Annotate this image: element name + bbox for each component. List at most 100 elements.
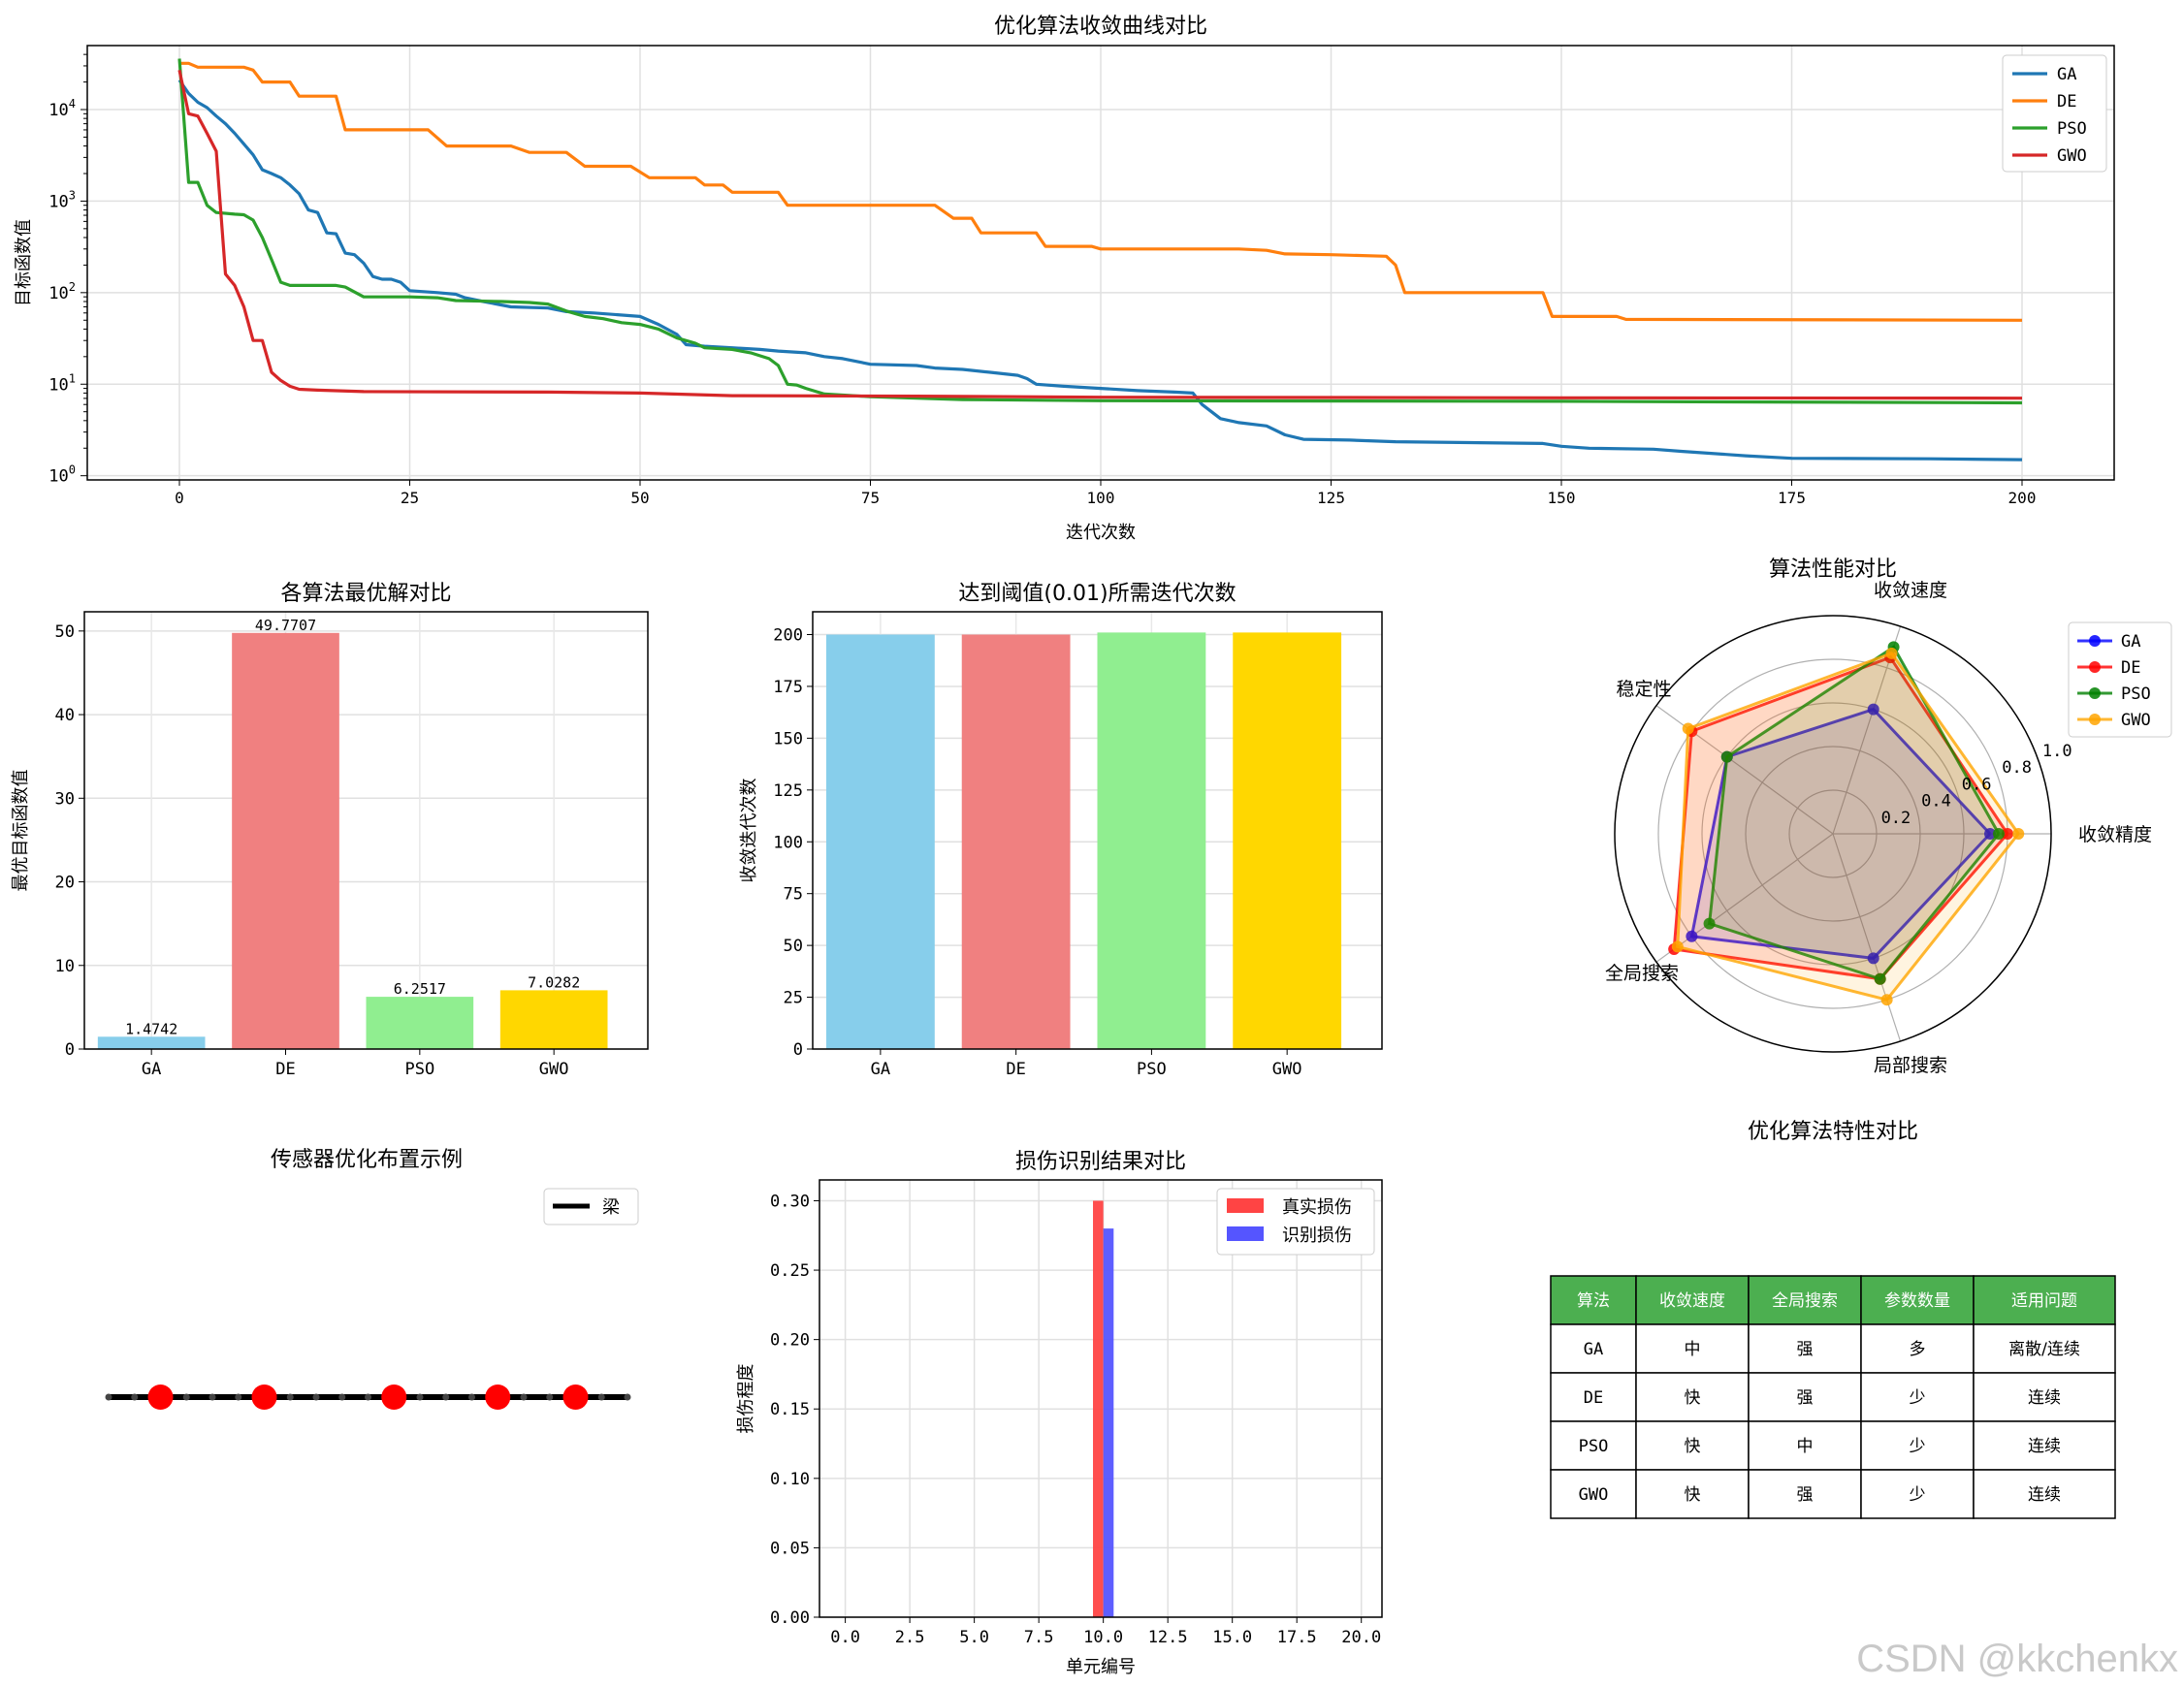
x-tick-label: 50 xyxy=(630,489,649,507)
beam-node xyxy=(182,1393,190,1401)
radar-point-GWO xyxy=(1682,722,1694,735)
convergence-chart: 0 25 50 75 100 125 150 175 200 100 101 102 103 104 优化算… xyxy=(14,15,2115,543)
radar-frame xyxy=(1614,615,2052,1053)
table-cell-label: 中 xyxy=(1685,1340,1701,1359)
table-cell-label: 离散/连续 xyxy=(2008,1340,2080,1359)
radar-point-GWO xyxy=(1671,940,1684,953)
legend-box xyxy=(2002,54,2107,173)
legend-box xyxy=(543,1188,639,1225)
legend-label-GWO: GWO xyxy=(2121,711,2151,730)
y-tick-label: 50 xyxy=(784,937,803,956)
iterations-chart: GA DE PSO GWO 0 25 50 75 100 125 150 175 200 达到阈值(0.0… xyxy=(739,582,1383,1079)
table-cell-label: 快 xyxy=(1685,1388,1701,1408)
radar-point-GA xyxy=(1867,703,1879,716)
y-tick-label: 103 xyxy=(48,188,76,211)
radar-axis-label: 收敛精度 xyxy=(2078,824,2152,845)
x-tick-label: DE xyxy=(1006,1060,1025,1079)
radar-axis-label: 收敛速度 xyxy=(1874,580,1947,601)
table-cell-label: 少 xyxy=(1910,1437,1926,1456)
radar-line-GA xyxy=(1689,707,1992,960)
y-tick-label: 0.10 xyxy=(770,1470,810,1489)
bar-真实损伤 xyxy=(1093,1200,1104,1617)
x-tick-label: 175 xyxy=(1778,489,1806,507)
legend-label-DE: DE xyxy=(2121,658,2140,678)
radar-axis-label: 全局搜索 xyxy=(1605,963,1679,984)
x-tick-label: 17.5 xyxy=(1277,1628,1317,1647)
beam-node xyxy=(312,1393,320,1401)
beam-node xyxy=(105,1393,112,1401)
series-line-GA xyxy=(177,79,2023,462)
x-tick-label: PSO xyxy=(404,1060,434,1079)
legend-marker-GWO xyxy=(2089,714,2101,725)
plot-frame xyxy=(819,1179,1383,1618)
radar-point-PSO xyxy=(1720,750,1733,763)
legend-swatch xyxy=(1227,1198,1264,1213)
bar-GA xyxy=(97,1036,206,1049)
x-tick-label: 0.0 xyxy=(830,1628,860,1647)
x-tick-label: 200 xyxy=(2008,489,2037,507)
radar-line-GWO xyxy=(1676,651,2020,1002)
table-cell-label: GWO xyxy=(1579,1485,1609,1505)
table-cell xyxy=(1550,1323,1637,1374)
chart-title: 各算法最优解对比 xyxy=(280,582,451,606)
table-cell xyxy=(1973,1372,2116,1422)
x-tick-label: GWO xyxy=(539,1060,569,1079)
radar-axis-label: 局部搜索 xyxy=(1874,1055,1947,1076)
table-cell xyxy=(1973,1323,2116,1374)
x-tick-label: GA xyxy=(142,1060,161,1079)
table-cell-label: 强 xyxy=(1797,1485,1814,1505)
y-axis-label: 目标函数值 xyxy=(14,219,34,306)
bar-识别损伤 xyxy=(1103,1228,1114,1617)
x-axis-label: 迭代次数 xyxy=(1066,523,1136,543)
y-tick-label: 101 xyxy=(48,371,76,395)
chart-title: 传感器优化布置示例 xyxy=(271,1148,463,1172)
table-cell xyxy=(1748,1372,1862,1422)
radar-point-GA xyxy=(1867,952,1879,965)
table-header-label: 收敛速度 xyxy=(1659,1291,1725,1311)
beam-node xyxy=(546,1393,554,1401)
x-tick-label: 7.5 xyxy=(1024,1628,1054,1647)
features-table: 优化算法特性对比算法 收敛速度 全局搜索 参数数量 适用问题GA 中强多离散/连续DE 快强… xyxy=(1550,1120,2116,1519)
y-tick-label: 100 xyxy=(48,463,76,487)
chart-title: 损伤识别结果对比 xyxy=(1015,1150,1186,1174)
radar-point-GA xyxy=(1686,930,1698,942)
sensor-marker xyxy=(147,1385,174,1410)
y-axis-label: 最优目标函数值 xyxy=(11,770,31,892)
table-cell xyxy=(1973,1469,2116,1519)
bar-DE xyxy=(961,634,1071,1049)
table-cell-label: 连续 xyxy=(2028,1485,2061,1505)
table-cell xyxy=(1550,1420,1637,1471)
x-tick-label: PSO xyxy=(1137,1060,1167,1079)
radar-spoke xyxy=(1655,833,1834,963)
y-tick-label: 0.00 xyxy=(770,1608,810,1628)
y-axis-label: 损伤程度 xyxy=(736,1364,756,1434)
x-tick-label: 5.0 xyxy=(959,1628,989,1647)
y-tick-label: 30 xyxy=(55,789,75,809)
table-cell-label: DE xyxy=(1584,1388,1603,1408)
y-tick-label: 125 xyxy=(773,781,803,801)
table-cell-label: 多 xyxy=(1910,1340,1926,1359)
table-header-label: 算法 xyxy=(1577,1291,1610,1311)
x-tick-label: 10.0 xyxy=(1083,1628,1123,1647)
x-tick-label: 125 xyxy=(1317,489,1345,507)
table-cell-label: 少 xyxy=(1910,1485,1926,1505)
beam-node xyxy=(597,1393,605,1401)
legend-marker-GA xyxy=(2089,635,2101,647)
x-tick-label: 20.0 xyxy=(1341,1628,1381,1647)
damage-chart: 0.0 2.5 5.0 7.5 10.0 12.5 15.0 17.5 20.0 0.00 0.05… xyxy=(736,1150,1383,1677)
y-tick-label: 0 xyxy=(65,1040,75,1060)
y-tick-label: 102 xyxy=(48,280,76,303)
y-tick-label: 25 xyxy=(784,989,803,1008)
x-tick-label: 12.5 xyxy=(1148,1628,1188,1647)
legend-marker-PSO xyxy=(2089,687,2101,699)
best-solution-chart: 1.4742 GA 49.7707 DE 6.2517 PSO 7.0282 GWO 0 10 20… xyxy=(11,582,649,1079)
legend-label-DE: DE xyxy=(2057,92,2076,111)
radar-tick-label: 0.4 xyxy=(1921,792,1951,812)
y-tick-label: 50 xyxy=(55,622,75,642)
y-tick-label: 0.30 xyxy=(770,1192,810,1211)
beam-node xyxy=(338,1393,346,1401)
chart-title: 优化算法收敛曲线对比 xyxy=(994,15,1207,39)
table-cell-label: 少 xyxy=(1910,1388,1926,1408)
